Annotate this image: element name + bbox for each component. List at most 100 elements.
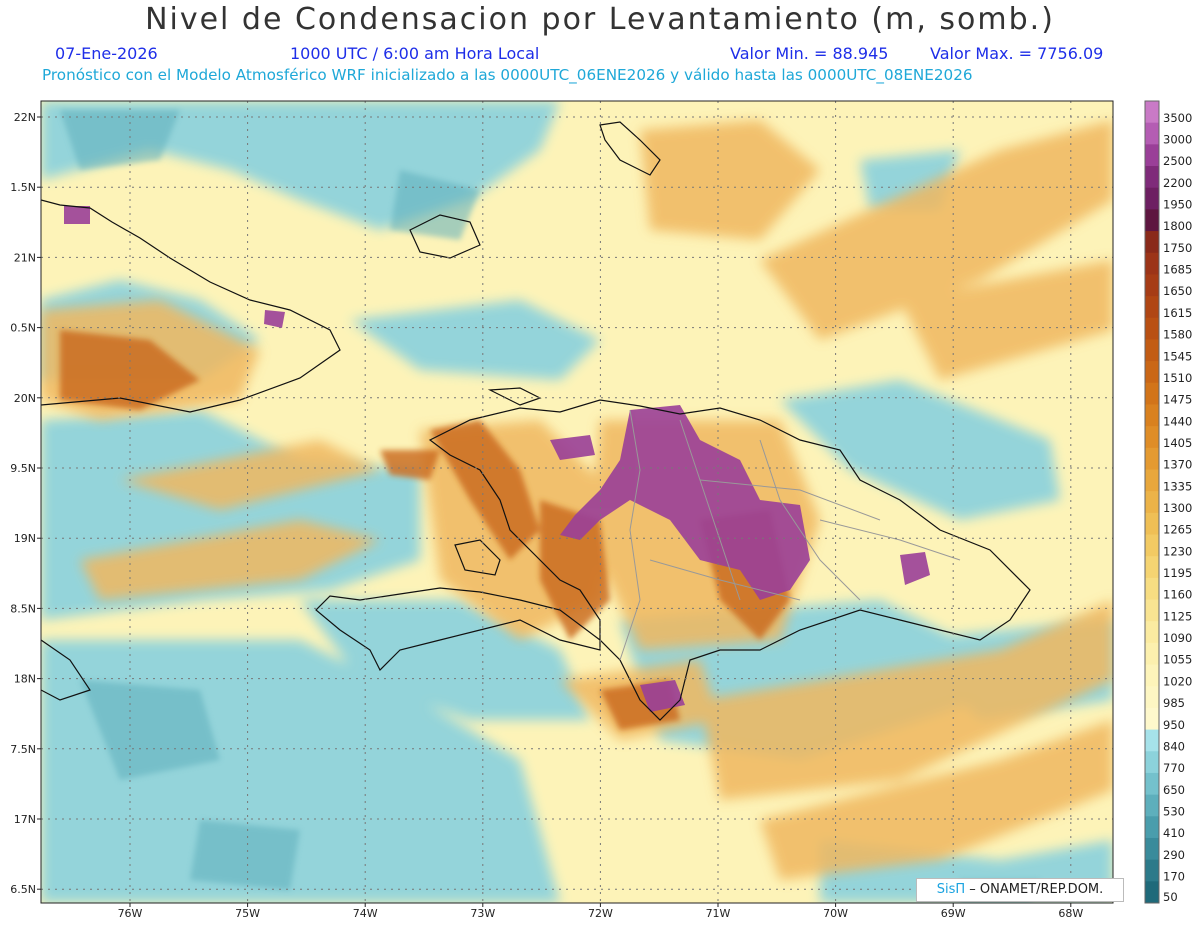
lon-tick-label: 76W <box>118 907 143 920</box>
colorbar-label: 1055 <box>1163 653 1192 667</box>
colorbar-swatch <box>1145 469 1159 492</box>
colorbar-label: 1510 <box>1163 371 1192 385</box>
colorbar-swatch <box>1145 772 1159 796</box>
colorbar-swatch <box>1145 209 1159 232</box>
colorbar-label: 1020 <box>1163 674 1192 688</box>
lat-tick-label: 17N <box>14 813 36 826</box>
colorbar-label: 1615 <box>1163 306 1192 320</box>
colorbar-label: 1230 <box>1163 544 1192 558</box>
lon-tick-label: 72W <box>588 907 613 920</box>
colorbar-swatch <box>1145 686 1159 709</box>
lat-tick-label: 1.5N <box>10 181 36 194</box>
colorbar-label: 1090 <box>1163 631 1192 645</box>
lat-tick-label: 7.5N <box>10 743 36 756</box>
colorbar-swatch <box>1145 274 1159 297</box>
lon-tick-label: 73W <box>470 907 495 920</box>
colorbar-swatch <box>1145 729 1159 752</box>
colorbar-frame <box>1144 100 1160 904</box>
colorbar-swatch <box>1145 231 1159 254</box>
map-title: Nivel de Condensacion por Levantamiento … <box>145 2 1055 37</box>
colorbar-label: 290 <box>1163 848 1185 862</box>
lat-tick-label: 22N <box>14 111 36 124</box>
colorbar-swatch <box>1145 447 1159 470</box>
colorbar-label: 410 <box>1163 826 1185 840</box>
time-label: 1000 UTC / 6:00 am Hora Local <box>290 44 540 63</box>
map-frame <box>40 100 1114 904</box>
colorbar-label: 1335 <box>1163 479 1192 493</box>
lon-tick-label: 69W <box>941 907 966 920</box>
lat-tick-label: 18N <box>14 673 36 686</box>
colorbar-label: 950 <box>1163 718 1185 732</box>
colorbar-label: 3000 <box>1163 133 1192 147</box>
colorbar-label: 650 <box>1163 783 1185 797</box>
colorbar-label: 1160 <box>1163 588 1192 602</box>
colorbar-label: 170 <box>1163 869 1185 883</box>
colorbar-label: 770 <box>1163 761 1185 775</box>
colorbar-swatch <box>1145 816 1159 839</box>
colorbar-swatch <box>1145 881 1159 904</box>
colorbar-swatch <box>1145 794 1159 817</box>
colorbar-swatch <box>1145 837 1159 861</box>
colorbar-swatch <box>1145 252 1159 275</box>
colorbar-label: 1195 <box>1163 566 1192 580</box>
sis-logo-text: SisΠ <box>936 882 966 897</box>
lat-tick-label: 19N <box>14 532 36 545</box>
valor-max-label: Valor Max. = 7756.09 <box>930 44 1104 63</box>
lon-tick-label: 71W <box>706 907 731 920</box>
colorbar: 3500 3000 2500 2200 1950 1800 1750 1685 1650 1615… <box>1144 100 1192 904</box>
colorbar-label: 1685 <box>1163 263 1192 277</box>
colorbar-label: 1475 <box>1163 393 1192 407</box>
colorbar-swatch <box>1145 556 1159 579</box>
colorbar-label: 1300 <box>1163 501 1192 515</box>
colorbar-swatch <box>1145 426 1159 449</box>
colorbar-label: 3500 <box>1163 111 1192 125</box>
lon-tick-label: 74W <box>353 907 378 920</box>
colorbar-label: 840 <box>1163 739 1185 753</box>
date-label: 07-Ene-2026 <box>55 44 158 63</box>
lat-tick-label: 8.5N <box>10 602 36 615</box>
colorbar-swatch <box>1145 101 1159 124</box>
colorbar-label: 1800 <box>1163 219 1192 233</box>
colorbar-label: 50 <box>1163 890 1178 904</box>
colorbar-swatch <box>1145 187 1159 210</box>
coastlines <box>41 121 1031 721</box>
colorbar-swatch <box>1145 144 1159 167</box>
high-lcl-patches <box>64 206 930 712</box>
colorbar-label: 1545 <box>1163 349 1192 363</box>
colorbar-label: 2500 <box>1163 154 1192 168</box>
colorbar-swatch <box>1145 361 1159 384</box>
shaded-field <box>41 101 1113 903</box>
colorbar-label: 985 <box>1163 696 1185 710</box>
colorbar-label: 1265 <box>1163 523 1192 537</box>
colorbar-swatch <box>1145 512 1159 536</box>
colorbar-label: 1580 <box>1163 328 1192 342</box>
colorbar-label: 1440 <box>1163 414 1192 428</box>
colorbar-swatch <box>1145 166 1159 189</box>
colorbar-swatch <box>1145 621 1159 644</box>
province-borders <box>619 409 961 661</box>
latitude-labels: 22N 1.5N 21N 0.5N 20N 9.5N 19N 8.5N 18N 7.5N 17N 6.… <box>10 111 41 896</box>
colorbar-swatch <box>1145 122 1159 145</box>
colorbar-swatch <box>1145 317 1159 340</box>
colorbar-label: 2200 <box>1163 176 1192 190</box>
colorbar-swatch <box>1145 382 1159 405</box>
colorbar-label: 1125 <box>1163 609 1192 623</box>
valor-min-label: Valor Min. = 88.945 <box>730 44 889 63</box>
lat-tick-label: 9.5N <box>10 462 36 475</box>
colorbar-swatch <box>1145 339 1159 362</box>
graticule <box>41 101 1113 903</box>
colorbar-swatch <box>1145 707 1159 731</box>
longitude-labels: 76W 75W 74W 73W 72W 71W 70W 69W 68W <box>118 903 1083 920</box>
colorbar-label: 530 <box>1163 804 1185 818</box>
colorbar-label: 1370 <box>1163 458 1192 472</box>
colorbar-swatch <box>1145 642 1159 666</box>
lat-tick-label: 20N <box>14 392 36 405</box>
colorbar-swatch <box>1145 491 1159 514</box>
colorbar-swatch <box>1145 296 1159 319</box>
credit-box: SisΠ – ONAMET/REP.DOM. <box>916 878 1124 902</box>
lat-tick-label: 0.5N <box>10 322 36 335</box>
colorbar-label: 1405 <box>1163 436 1192 450</box>
lon-tick-label: 70W <box>823 907 848 920</box>
colorbar-swatch <box>1145 577 1159 601</box>
